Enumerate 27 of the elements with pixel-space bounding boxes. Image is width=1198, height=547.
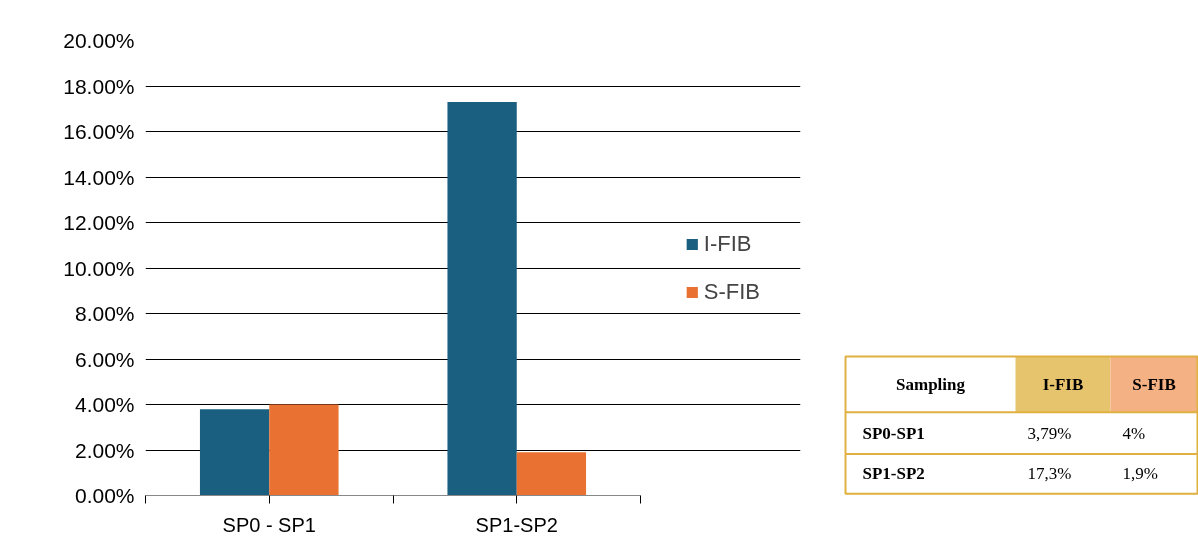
text: SP1-SP2 (862, 464, 925, 484)
y-tick-label: 16.00% (63, 120, 135, 143)
text: 1,9% (1122, 464, 1158, 484)
text: 4% (1122, 423, 1146, 443)
text: 17,3% (1027, 464, 1072, 484)
legend-label: I-FIB (703, 230, 752, 257)
bar (199, 409, 270, 496)
text: S-FIB (1132, 374, 1176, 394)
y-tick-label: 6.00% (74, 347, 135, 371)
bar (447, 101, 517, 496)
text: I-FIB (1042, 374, 1084, 394)
x-tick-label: SP0 - SP1 (222, 513, 316, 536)
y-tick-label: 10.00% (63, 256, 135, 280)
y-tick-label: 0.00% (74, 484, 135, 507)
y-tick-label: 2.00% (74, 438, 135, 462)
bar (516, 452, 587, 496)
text: Sampling (896, 374, 966, 394)
bar (269, 404, 339, 496)
text: 3,79% (1027, 423, 1072, 443)
text: SP0-SP1 (862, 423, 925, 443)
y-tick-label: 14.00% (63, 165, 135, 189)
y-tick-label: 20.00% (63, 29, 135, 52)
y-tick-label: 18.00% (63, 74, 135, 98)
legend-label: S-FIB (703, 278, 760, 305)
y-tick-label: 12.00% (63, 211, 135, 234)
y-tick-label: 8.00% (74, 302, 135, 325)
y-tick-label: 4.00% (74, 393, 135, 416)
